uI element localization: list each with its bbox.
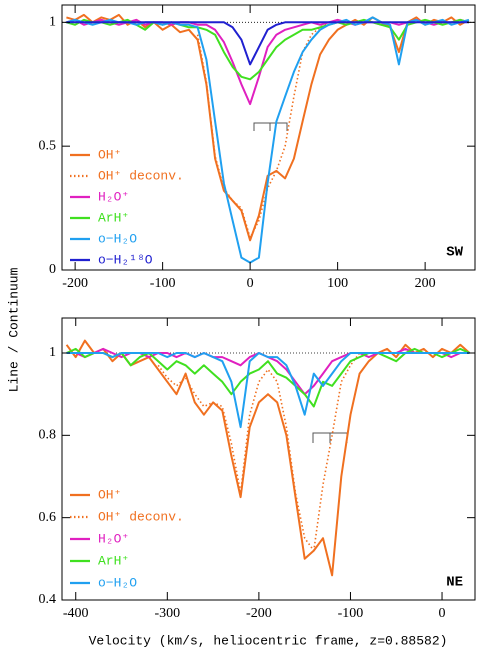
x-tick-label: -200: [246, 606, 272, 621]
y-axis-label: Line / Continuum: [6, 267, 21, 392]
plot-frame: [61, 4, 476, 271]
x-tick-label: 200: [415, 276, 436, 291]
x-tick-label: -400: [63, 606, 89, 621]
spectrum-line: [157, 352, 361, 552]
y-tick-label: 0.8: [39, 428, 57, 443]
x-tick-label: 0: [247, 276, 254, 291]
y-tick-label: 0.6: [39, 510, 57, 525]
legend-label: ArH⁺: [98, 210, 129, 225]
x-tick-label: 0: [439, 606, 446, 621]
spectrum-line: [65, 339, 471, 577]
y-tick-label: 1: [49, 345, 56, 360]
plot-frame: [61, 317, 476, 601]
spectrum-line: [66, 347, 470, 408]
spectrum-line: [66, 347, 470, 396]
bracket: [253, 122, 288, 131]
x-tick-label: -300: [154, 606, 180, 621]
legend-label: OH⁺ deconv.: [98, 509, 184, 524]
spectrum-line: [66, 352, 470, 429]
spectrum-line: [66, 18, 470, 106]
bracket: [312, 432, 348, 443]
legend-label: o−H₂O: [98, 231, 137, 246]
legend-label: OH⁺ deconv.: [98, 168, 184, 183]
x-axis-label: Velocity (km/s, heliocentric frame, z=0.…: [89, 633, 448, 648]
legend-label: o−H₂O: [98, 575, 137, 590]
legend-label: o−H₂¹⁸O: [98, 252, 153, 267]
y-tick-label: 0.4: [39, 592, 57, 607]
panel-label: NE: [446, 575, 463, 591]
spectrum-line: [66, 21, 469, 66]
x-tick-label: -100: [338, 606, 364, 621]
y-tick-label: 0: [49, 262, 56, 277]
x-tick-label: -200: [62, 276, 88, 291]
y-tick-label: 0.5: [39, 138, 57, 153]
legend-label: OH⁺: [98, 487, 121, 502]
x-tick-label: -100: [150, 276, 176, 291]
legend-label: ArH⁺: [98, 553, 129, 568]
x-tick-label: 100: [327, 276, 348, 291]
spectrum-line: [66, 16, 470, 264]
panel-label: SW: [446, 245, 463, 261]
y-tick-label: 1: [49, 15, 56, 30]
legend-label: H₂O⁺: [98, 189, 129, 204]
legend-label: H₂O⁺: [98, 531, 129, 546]
legend-label: OH⁺: [98, 147, 121, 162]
